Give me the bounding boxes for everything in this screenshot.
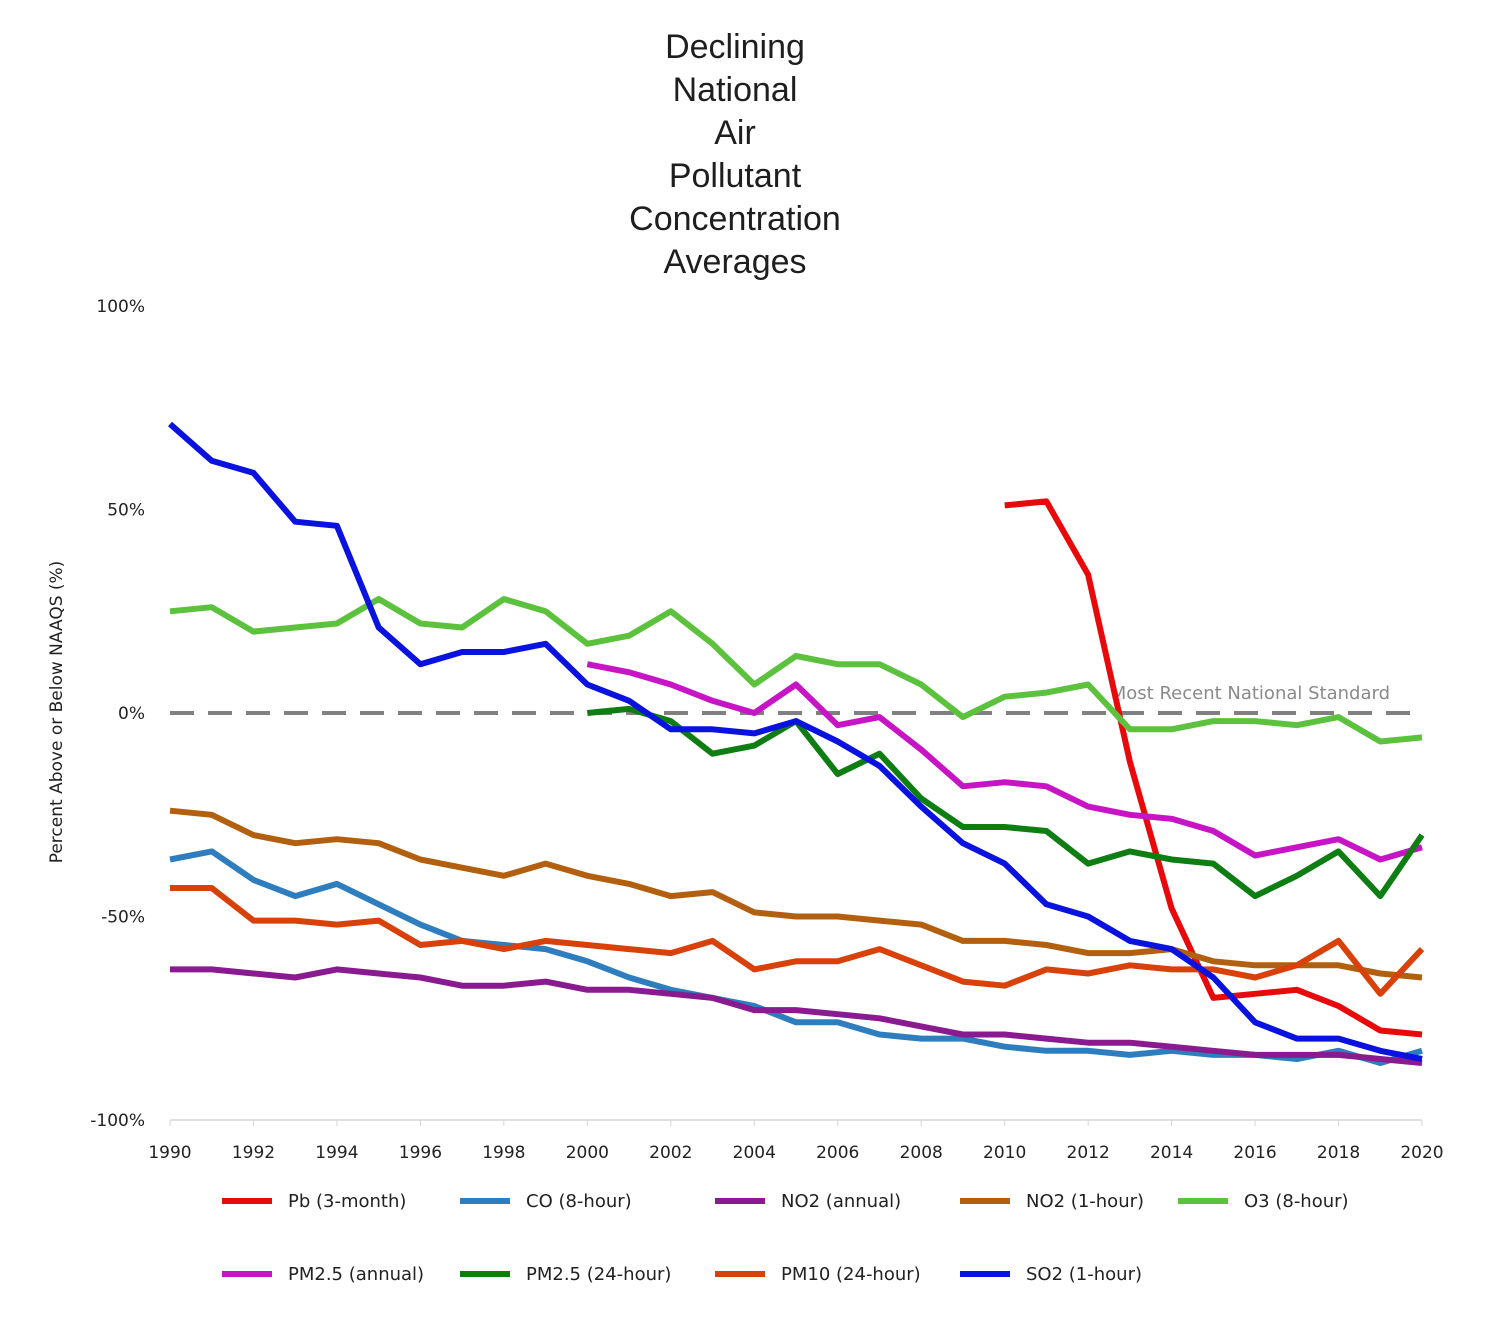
legend: Pb (3-month) CO (8-hour) NO2 (annual) NO2 (… [222, 1191, 1349, 1285]
y-tick-label: 0% [118, 704, 145, 724]
x-tick-label: 2016 [1233, 1143, 1276, 1163]
legend-label: PM2.5 (annual) [288, 1264, 424, 1285]
reference-line-label: Most Recent National Standard [1111, 683, 1390, 704]
x-tick-label: 2018 [1317, 1143, 1360, 1163]
axes: 100% 50% 0% -50% -100%1990 1992 1994 1996 1998 20… [90, 297, 1443, 1163]
chart-title-line: Concentration [629, 200, 841, 238]
legend-label: NO2 (1-hour) [1026, 1191, 1144, 1212]
x-tick-label: 1994 [315, 1143, 358, 1163]
y-tick-label: -50% [101, 908, 145, 928]
legend-label: O3 (8-hour) [1244, 1191, 1349, 1212]
y-tick-label: 100% [96, 297, 145, 317]
chart-title-line: Averages [663, 243, 807, 281]
reference-line-group: Most Recent National Standard [170, 683, 1422, 715]
x-tick-label: 2010 [983, 1143, 1026, 1163]
legend-label: CO (8-hour) [526, 1191, 632, 1212]
y-tick-label: -100% [90, 1111, 145, 1131]
legend-label: Pb (3-month) [288, 1191, 406, 1212]
series-line [169, 807, 1423, 981]
chart-title-line: Air [714, 114, 756, 152]
x-tick-label: 2008 [900, 1143, 943, 1163]
legend-label: PM10 (24-hour) [781, 1264, 921, 1285]
x-tick-label: 2012 [1067, 1143, 1110, 1163]
x-tick-label: 2014 [1150, 1143, 1193, 1163]
chart-title-line: National [672, 71, 798, 109]
y-tick-label: 50% [107, 501, 145, 521]
legend-label: NO2 (annual) [781, 1191, 901, 1212]
x-tick-label: 1996 [399, 1143, 442, 1163]
x-tick-label: 2002 [649, 1143, 692, 1163]
chart-title: Declining National Air Pollutant Concent… [0, 26, 1470, 284]
y-axis-title: Percent Above or Below NAAQS (%) [47, 561, 67, 864]
series-line [169, 848, 1423, 1066]
legend-label: SO2 (1-hour) [1026, 1264, 1142, 1285]
legend-label: PM2.5 (24-hour) [526, 1264, 671, 1285]
x-tick-label: 2004 [733, 1143, 776, 1163]
x-tick-label: 2000 [566, 1143, 609, 1163]
series-lines [168, 421, 1425, 1066]
series-line [170, 966, 1423, 1066]
series-line [586, 661, 1423, 863]
x-tick-label: 1992 [232, 1143, 275, 1163]
x-tick-label: 2006 [816, 1143, 859, 1163]
chart-title-line: Pollutant [668, 157, 802, 195]
x-tick-label: 1990 [148, 1143, 191, 1163]
x-tick-label: 1998 [482, 1143, 525, 1163]
series-line [1004, 498, 1423, 1038]
chart-title-line: Declining [665, 28, 805, 66]
series-line [170, 885, 1425, 997]
series-line [168, 421, 1423, 1062]
series-line [169, 596, 1423, 745]
series-line [587, 705, 1425, 900]
x-tick-label: 2020 [1400, 1143, 1443, 1163]
